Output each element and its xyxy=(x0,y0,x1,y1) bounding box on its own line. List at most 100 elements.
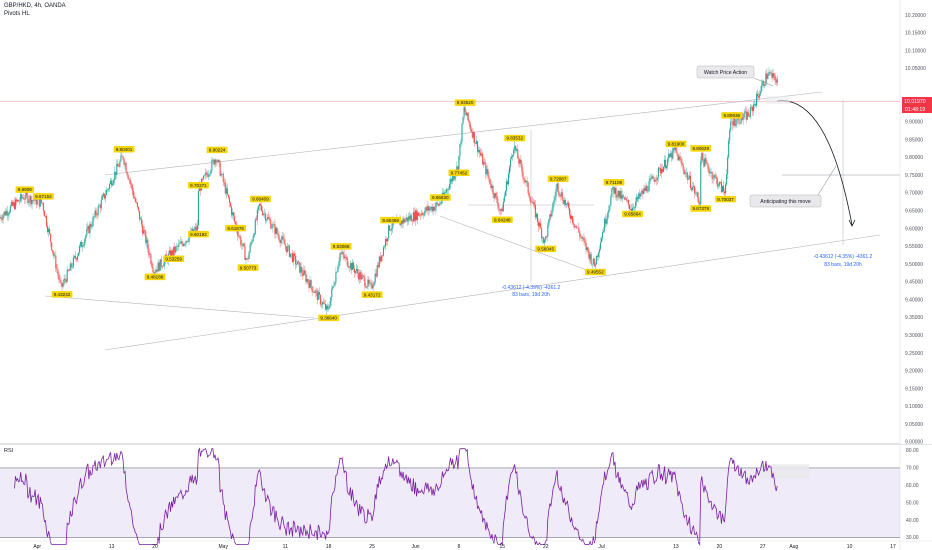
candle-body xyxy=(720,182,722,192)
candle-body xyxy=(596,255,598,257)
candle-body xyxy=(407,216,409,222)
candle-body xyxy=(53,252,55,256)
candle-body xyxy=(501,208,503,212)
pivot-label-text: 9.71108 xyxy=(606,180,623,185)
candle-body xyxy=(302,273,304,276)
candle-body xyxy=(304,270,306,274)
candle-body xyxy=(702,152,704,160)
candle-body xyxy=(169,250,172,259)
candle-body xyxy=(730,121,732,131)
candle-body xyxy=(605,218,607,224)
candle-body xyxy=(690,188,693,190)
candle-body xyxy=(177,246,179,247)
candle-body xyxy=(226,188,228,195)
candle-body xyxy=(217,159,219,162)
candle-body xyxy=(92,216,94,226)
candle-body xyxy=(299,262,301,273)
candle-body xyxy=(662,166,665,172)
price-pane[interactable] xyxy=(0,101,932,445)
candle-body xyxy=(696,192,698,194)
candle-body xyxy=(181,241,183,244)
candle-body xyxy=(428,206,430,211)
candle-body xyxy=(296,264,298,265)
candle-body xyxy=(27,194,29,203)
candle-body xyxy=(212,159,214,161)
candle-body xyxy=(265,213,267,221)
price-tick-label: 9.15000 xyxy=(905,386,923,392)
anticipating-move-callout[interactable]: Anticipating this move xyxy=(749,165,837,208)
candle-body xyxy=(274,224,276,235)
candle-body xyxy=(36,199,38,205)
candle-body xyxy=(337,266,339,272)
candle-body xyxy=(307,279,309,283)
candle-body xyxy=(748,116,750,117)
pivot-label-bg xyxy=(206,146,228,154)
candle-body xyxy=(332,286,334,289)
candle-body xyxy=(709,172,711,174)
candle-body xyxy=(590,254,592,265)
candle-body xyxy=(400,220,402,226)
rsi-axis[interactable]: 80.00 70.00 60.00 50.00 40.00 30.00 xyxy=(901,445,932,542)
candle-body xyxy=(127,175,129,180)
candle-body xyxy=(366,286,368,288)
candle-body xyxy=(149,254,151,255)
candle-body xyxy=(507,173,510,185)
candle-body xyxy=(593,258,595,267)
candle-body xyxy=(519,159,521,164)
current-price-text: 10.01970 xyxy=(904,99,926,105)
candle-body xyxy=(353,268,356,273)
candle-body xyxy=(283,239,285,245)
candle-body xyxy=(540,222,542,229)
candle-body xyxy=(620,191,622,199)
watch-price-action-callout[interactable]: Watch Price Action xyxy=(696,65,774,87)
candle-body xyxy=(173,246,175,256)
candle-body xyxy=(66,269,68,282)
pivot-label-bg xyxy=(721,112,743,119)
candle-body xyxy=(375,273,377,277)
price-tick-label: 9.40000 xyxy=(905,297,923,303)
candle-body xyxy=(497,202,499,209)
candle-body xyxy=(305,273,307,282)
candle-body xyxy=(245,258,247,260)
price-axis[interactable]: 10.2000010.1500010.1000010.050009.950009… xyxy=(899,0,932,550)
candle-body xyxy=(133,196,135,199)
candle-body xyxy=(343,255,345,259)
rsi-pane[interactable] xyxy=(0,447,900,546)
pivot-label-text: 9.60469 xyxy=(382,218,399,223)
candle-body xyxy=(776,79,778,83)
candle-body xyxy=(586,247,588,250)
candle-body xyxy=(578,227,580,233)
candle-body xyxy=(621,195,623,199)
candle-body xyxy=(600,238,603,243)
pivot-label-bg xyxy=(690,145,712,152)
candle-body xyxy=(470,129,472,132)
candle-body xyxy=(75,258,78,260)
candle-body xyxy=(735,124,737,126)
candle-body xyxy=(490,184,492,188)
candle-body xyxy=(723,191,726,194)
candle-body xyxy=(188,235,190,242)
time-axis[interactable]: Apr 13 20 May 11 18 25 Jun 8 15 22 Jul 13 20 27 Aug 10 17 xyxy=(0,540,932,550)
candle-body xyxy=(195,226,197,231)
candle-body xyxy=(585,242,587,250)
candle-body xyxy=(254,219,256,234)
candle-body xyxy=(409,215,411,220)
candle-body xyxy=(625,198,627,201)
pivot-label-bg xyxy=(361,291,383,298)
candle-body xyxy=(445,189,448,193)
candle-body xyxy=(116,163,118,175)
candle-body xyxy=(743,112,745,118)
candle-body xyxy=(225,188,227,194)
candle-body xyxy=(103,193,105,199)
pivot-label-text: 9.53088 xyxy=(333,244,350,249)
candle-body xyxy=(81,242,83,248)
candle-body xyxy=(583,237,585,241)
pivot-label-bg xyxy=(584,268,606,276)
candle-body xyxy=(577,227,579,229)
candle-body xyxy=(288,245,290,257)
candle-body xyxy=(371,283,373,289)
candle-body xyxy=(358,273,360,280)
candle-body xyxy=(276,227,278,234)
candle-body xyxy=(694,186,696,194)
